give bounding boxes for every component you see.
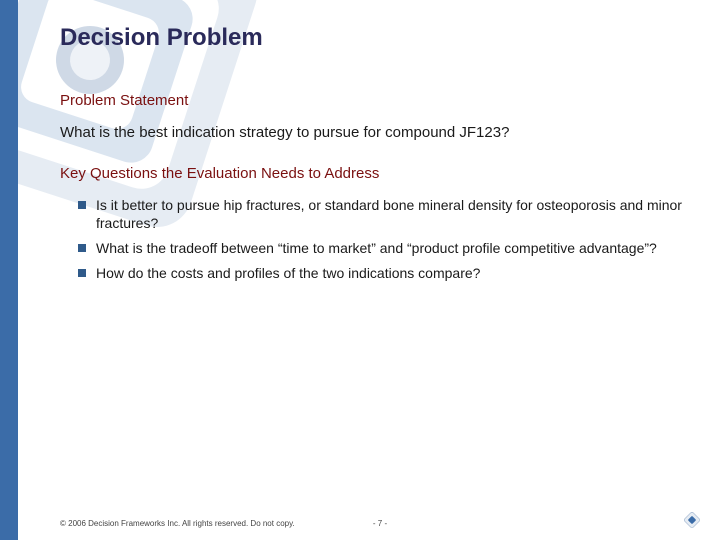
footer-copyright: © 2006 Decision Frameworks Inc. All righ… bbox=[60, 519, 295, 528]
footer-page-number: - 7 - bbox=[373, 519, 387, 528]
section-heading-problem-statement: Problem Statement bbox=[60, 92, 684, 109]
section-heading-key-questions: Key Questions the Evaluation Needs to Ad… bbox=[60, 165, 684, 182]
slide-footer: © 2006 Decision Frameworks Inc. All righ… bbox=[60, 519, 700, 528]
accent-left-bar bbox=[0, 0, 18, 540]
slide-title: Decision Problem bbox=[60, 24, 684, 52]
list-item: Is it better to pursue hip fractures, or… bbox=[78, 196, 684, 234]
list-item: How do the costs and profiles of the two… bbox=[78, 264, 684, 283]
footer-logo-icon bbox=[684, 512, 700, 530]
list-item: What is the tradeoff between “time to ma… bbox=[78, 239, 684, 258]
problem-statement-text: What is the best indication strategy to … bbox=[60, 123, 684, 143]
key-questions-list: Is it better to pursue hip fractures, or… bbox=[60, 196, 684, 284]
slide-content: Decision Problem Problem Statement What … bbox=[60, 24, 684, 289]
